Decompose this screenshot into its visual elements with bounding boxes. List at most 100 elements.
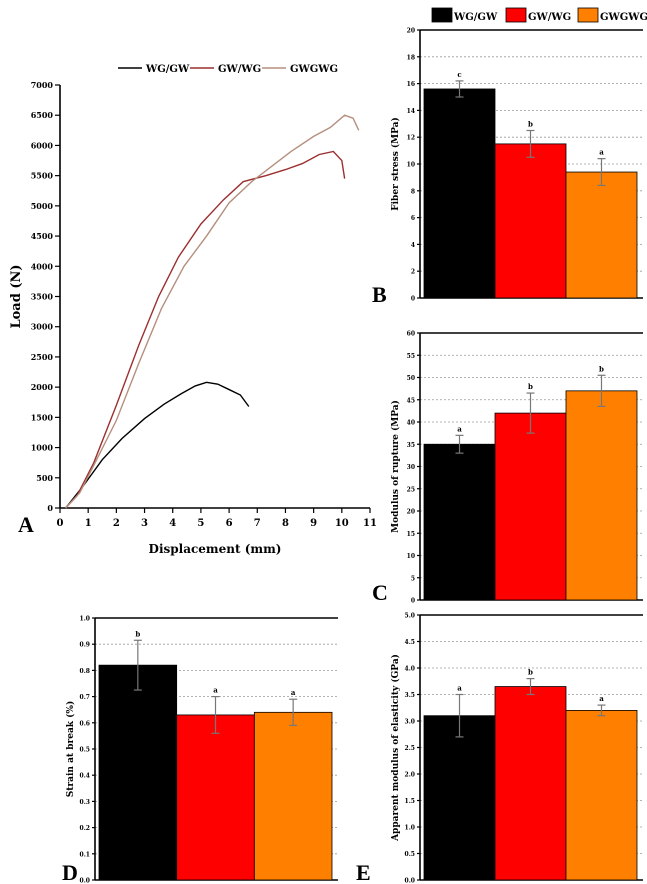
panel-e-bar-wggw bbox=[423, 715, 496, 881]
panel-a-y-tick-label: 7000 bbox=[31, 80, 54, 90]
panel-a-y-tick-label: 6500 bbox=[31, 110, 54, 120]
panel-c-bar-wggw bbox=[423, 443, 496, 601]
panel-a-y-tick-label: 1000 bbox=[31, 443, 54, 453]
panel-e-y-tick-label: 1.5 bbox=[405, 798, 415, 805]
bar-legend-swatch bbox=[431, 7, 453, 23]
panel-a-x-tick-label: 5 bbox=[197, 518, 204, 529]
panel-d-bar-wggw bbox=[98, 664, 178, 881]
bar-legend-swatch bbox=[505, 7, 527, 23]
panel-c-significance-letter: b bbox=[599, 364, 604, 373]
panel-a-series-2-line bbox=[65, 150, 346, 509]
panel-label-e: E bbox=[356, 860, 371, 884]
panel-e-y-tick-label: 1.0 bbox=[405, 825, 415, 832]
panel-d-significance-letter: b bbox=[135, 629, 140, 638]
panel-e-y-axis-title: Apparent modulus of elasticity (GPa) bbox=[390, 654, 401, 842]
panel-b-y-tick-label: 2 bbox=[411, 269, 415, 276]
panel-d-y-tick-label: 0.8 bbox=[80, 668, 90, 675]
panel-d-y-axis-title: Strain at break (%) bbox=[65, 701, 76, 797]
panel-c-y-tick-label: 55 bbox=[407, 353, 415, 360]
panel-d-y-tick-label: 1.0 bbox=[80, 616, 90, 623]
panel-b-y-tick-label: 6 bbox=[411, 215, 415, 222]
panel-e-bar-gwgwg bbox=[565, 710, 638, 881]
panel-c-y-tick-label: 35 bbox=[407, 442, 415, 449]
panel-a-y-tick-label: 1500 bbox=[31, 412, 54, 422]
panel-b-significance-letter: a bbox=[599, 148, 604, 157]
panel-c-bar-gwwg bbox=[494, 412, 567, 601]
panel-e-y-tick-label: 3.0 bbox=[405, 719, 415, 726]
panel-e-y-tick-label: 3.5 bbox=[405, 692, 415, 699]
panel-c-y-tick-label: 15 bbox=[407, 531, 415, 538]
panel-b-y-tick-label: 16 bbox=[407, 81, 415, 88]
panel-c-y-tick-label: 40 bbox=[407, 420, 415, 427]
panel-c-significance-letter: b bbox=[528, 382, 533, 391]
panel-e-y-tick-label: 2.0 bbox=[405, 772, 415, 779]
panel-d-y-tick-label: 0.6 bbox=[80, 720, 90, 727]
panel-c-significance-letter: a bbox=[457, 424, 462, 433]
panel-a-x-tick-label: 9 bbox=[310, 518, 317, 529]
panel-a-y-tick-label: 4000 bbox=[31, 261, 54, 271]
panel-c-bar-gwgwg bbox=[565, 390, 638, 601]
panel-a-y-tick-label: 500 bbox=[36, 473, 53, 483]
panel-b-y-tick-label: 18 bbox=[407, 54, 415, 61]
panel-a-x-tick-label: 4 bbox=[169, 518, 176, 529]
panel-e-y-tick-label: 5.0 bbox=[405, 613, 415, 620]
panel-b-bar-wggw bbox=[423, 88, 496, 299]
panel-d-y-tick-label: 0.2 bbox=[80, 825, 90, 832]
panel-b-bar-gwgwg bbox=[565, 171, 638, 299]
panel-e-significance-letter: b bbox=[528, 668, 533, 677]
panel-a-x-tick-label: 10 bbox=[335, 518, 349, 529]
panel-e-y-tick-label: 4.0 bbox=[405, 666, 415, 673]
panel-d-y-tick-label: 0.9 bbox=[80, 642, 90, 649]
panel-d-y-tick-label: 0.5 bbox=[80, 747, 90, 754]
panel-b-significance-letter: b bbox=[528, 120, 533, 129]
panel-e-bar-gwwg bbox=[494, 686, 567, 881]
panel-c-y-tick-label: 30 bbox=[407, 464, 415, 471]
panel-d-y-tick-label: 0.7 bbox=[80, 694, 90, 701]
panel-b-y-tick-label: 8 bbox=[411, 188, 415, 195]
panel-a-y-tick-label: 4500 bbox=[31, 231, 54, 241]
panel-a-x-tick-label: 8 bbox=[282, 518, 289, 529]
panel-a-x-tick-label: 3 bbox=[141, 518, 148, 529]
panel-b-y-tick-label: 20 bbox=[407, 28, 415, 35]
panel-c-y-tick-label: 0 bbox=[411, 598, 415, 605]
panel-c-y-tick-label: 25 bbox=[407, 486, 415, 493]
panel-b-y-tick-label: 12 bbox=[407, 135, 415, 142]
panel-a-y-tick-label: 0 bbox=[47, 503, 53, 513]
panel-b-y-axis-title: Fiber stress (MPa) bbox=[390, 117, 401, 211]
panel-a-x-tick-label: 0 bbox=[57, 518, 64, 529]
panel-a-y-tick-label: 5000 bbox=[31, 201, 54, 211]
panel-a-y-tick-label: 3500 bbox=[31, 292, 54, 302]
panel-e-y-tick-label: 0.5 bbox=[405, 851, 415, 858]
bar-legend-label: GWGWG bbox=[600, 12, 647, 23]
panel-c-y-tick-label: 5 bbox=[411, 575, 415, 582]
panel-a-y-axis-title: Load (N) bbox=[9, 264, 24, 328]
panel-label-a: A bbox=[18, 512, 34, 537]
panel-a-series-3-line bbox=[65, 114, 360, 509]
panel-b-y-tick-label: 14 bbox=[407, 108, 415, 115]
panel-a-legend-label: WG/GW bbox=[145, 64, 190, 75]
panel-label-b: B bbox=[372, 282, 387, 307]
panel-a-y-tick-label: 2500 bbox=[31, 352, 54, 362]
panel-d-y-tick-label: 0.0 bbox=[80, 878, 90, 884]
panel-a-x-tick-label: 1 bbox=[85, 518, 92, 529]
panel-a-y-tick-label: 5500 bbox=[31, 171, 54, 181]
panel-d-significance-letter: a bbox=[291, 688, 296, 697]
panel-d-significance-letter: a bbox=[213, 686, 218, 695]
panel-label-c: C bbox=[372, 580, 388, 605]
panel-d-y-tick-label: 0.4 bbox=[80, 773, 90, 780]
panel-a-y-tick-label: 2000 bbox=[31, 382, 54, 392]
panel-a-y-tick-label: 3000 bbox=[31, 322, 54, 332]
panel-b-y-tick-label: 10 bbox=[407, 162, 415, 169]
panel-a-x-tick-label: 6 bbox=[226, 518, 233, 529]
panel-a-series-1-line bbox=[65, 381, 250, 509]
panel-label-d: D bbox=[62, 860, 78, 884]
panel-c-y-tick-label: 20 bbox=[407, 509, 415, 516]
panel-a-x-tick-label: 2 bbox=[113, 518, 120, 529]
panel-d-bar-gwgwg bbox=[253, 711, 333, 881]
panel-e-significance-letter: a bbox=[599, 694, 604, 703]
panel-b-significance-letter: c bbox=[457, 70, 461, 79]
panel-a-legend-label: GW/WG bbox=[218, 64, 261, 75]
panel-b-bar-gwwg bbox=[494, 143, 567, 299]
panel-e-significance-letter: a bbox=[457, 684, 462, 693]
bar-legend-label: GW/WG bbox=[528, 12, 571, 23]
